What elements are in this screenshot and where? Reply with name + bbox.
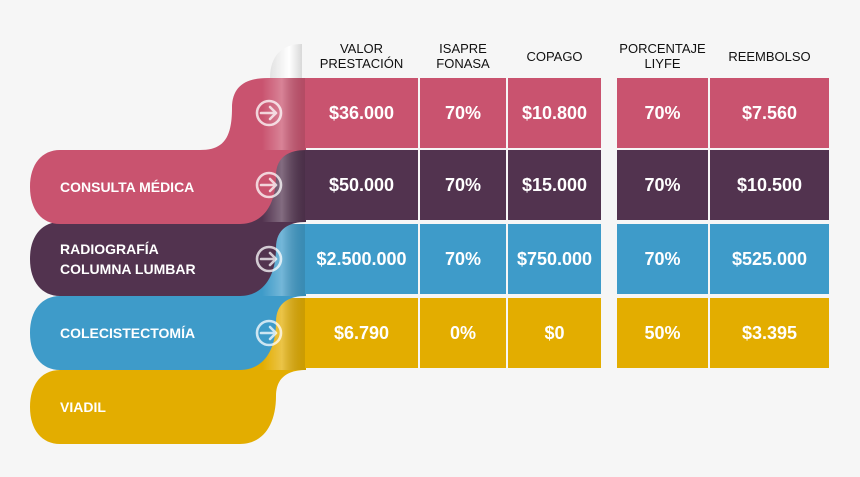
table-cell-value: $50.000 (328, 174, 395, 195)
table-cell-bg (617, 298, 708, 368)
table-cell-value: $2.500.000 (316, 248, 407, 269)
curl-top-edge (270, 44, 302, 78)
table-cell-value: 70% (444, 102, 482, 123)
table-cell-value: 50% (644, 322, 681, 343)
table-cell-value: $10.500 (736, 174, 803, 195)
table-cell-bg (420, 78, 506, 148)
table-cell-bg (305, 224, 418, 294)
column-header: ISAPRE FONASA (436, 41, 490, 71)
table-cell-bg (305, 298, 418, 368)
table-cell-value: $10.800 (521, 102, 588, 123)
column-header: COPAGO (526, 48, 583, 64)
table-cell-bg (508, 298, 601, 368)
table-cell-value: 70% (644, 248, 681, 269)
table-cell-bg (508, 150, 601, 220)
table-cell-value: $3.395 (741, 322, 798, 343)
table-cell-value: $750.000 (516, 248, 593, 269)
ribbon-1 (30, 78, 306, 224)
row-label: VIADIL (60, 399, 106, 415)
column-header: VALOR PRESTACIÓN (319, 41, 404, 71)
column-header: PORCENTAJE LIYFE (619, 41, 706, 71)
table-cell-value: 0% (449, 322, 476, 343)
arrow-right-circle-icon (255, 171, 283, 199)
table-cell-bg (617, 150, 708, 220)
table-cell-value: $0 (544, 322, 565, 343)
table-cell-bg (420, 150, 506, 220)
table-cell-value: $525.000 (731, 248, 808, 269)
table-cell-value: 70% (444, 248, 482, 269)
column-header: REEMBOLSO (728, 48, 811, 64)
arrow-right-circle-icon (255, 99, 283, 127)
table-cell-bg (420, 298, 506, 368)
table-cell-bg (710, 78, 829, 148)
table-cell-bg (508, 224, 601, 294)
arrow-right-circle-icon (255, 319, 283, 347)
arrow-right-circle-icon (255, 245, 283, 273)
table-cell-value: $36.000 (328, 102, 395, 123)
row-label: COLECISTECTOMÍA (60, 325, 196, 341)
table-cell-value: 70% (444, 174, 482, 195)
table-cell-bg (305, 150, 418, 220)
table-cell-bg (508, 78, 601, 148)
table-cell-value: $7.560 (741, 102, 798, 123)
table-cell-bg (420, 224, 506, 294)
table-cell-bg (710, 298, 829, 368)
table-cell-value: 70% (644, 174, 681, 195)
table-cell-bg (617, 78, 708, 148)
table-cell-value: 70% (644, 102, 681, 123)
table-cell-bg (617, 224, 708, 294)
table-cell-value: $15.000 (521, 174, 588, 195)
table-cell-bg (710, 150, 829, 220)
row-label: RADIOGRAFÍA COLUMNA LUMBAR (60, 241, 196, 277)
table-cell-value: $6.790 (333, 322, 390, 343)
table-cell-bg (710, 224, 829, 294)
table-cell-bg (305, 78, 418, 148)
row-label: CONSULTA MÉDICA (60, 179, 195, 195)
